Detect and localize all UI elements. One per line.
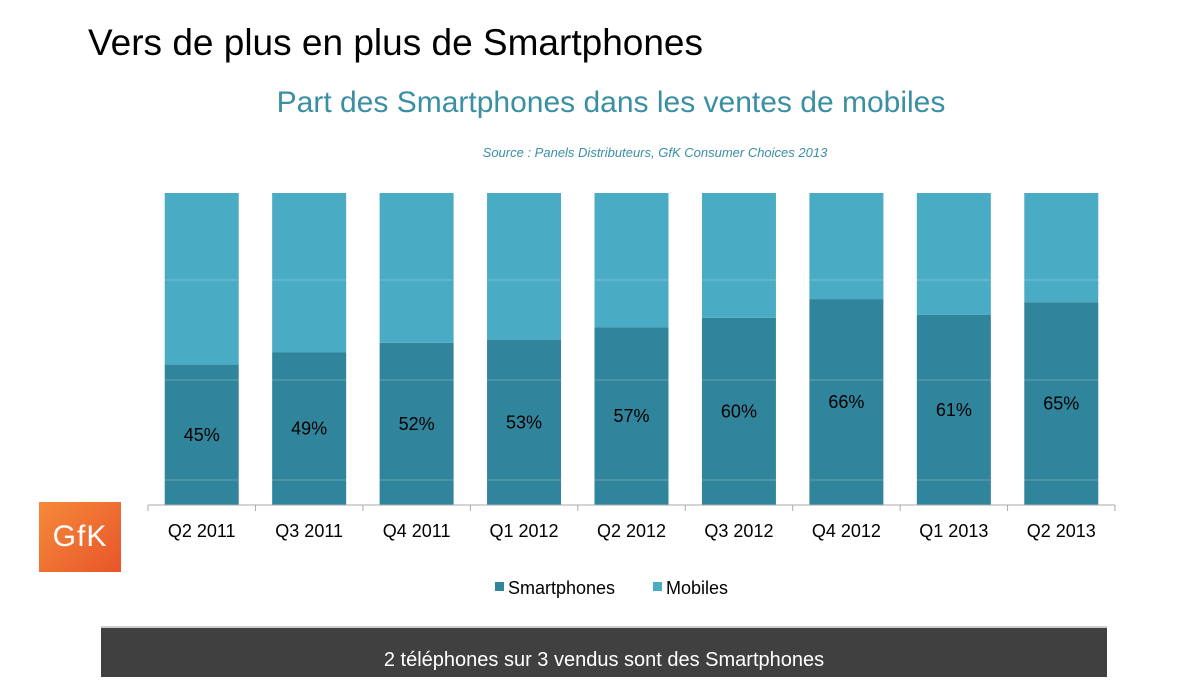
- bar-mobiles-2: [379, 193, 454, 343]
- data-label: 61%: [936, 400, 972, 420]
- x-tick-label: Q2 2011: [168, 521, 236, 541]
- bar-mobiles-4: [594, 193, 669, 328]
- bar-mobiles-7: [916, 193, 991, 315]
- x-tick-label: Q2 2013: [1027, 521, 1096, 541]
- bar-smartphones-0: [164, 364, 239, 505]
- bar-mobiles-5: [701, 193, 776, 318]
- stacked-bar-chart: 45% Q2 2011 49% Q3 2011 52% Q4 2011 53% Q1 2012…: [147, 193, 1116, 598]
- bar-mobiles-0: [164, 193, 239, 365]
- legend-swatch-smartphones: [495, 582, 504, 591]
- chart-source: Source : Panels Distributeurs, GfK Consu…: [482, 145, 828, 160]
- legend-label-smartphones: Smartphones: [508, 578, 615, 598]
- gfk-logo: GfK: [39, 502, 121, 572]
- x-tick-label: Q3 2012: [704, 521, 773, 541]
- x-tick-label: Q4 2011: [383, 521, 451, 541]
- bar-smartphones-8: [1024, 302, 1099, 505]
- legend-label-mobiles: Mobiles: [666, 578, 728, 598]
- conclusion-banner: 2 téléphones sur 3 vendus sont des Smart…: [101, 626, 1107, 677]
- bar-mobiles-8: [1024, 193, 1099, 303]
- bar-smartphones-6: [809, 299, 884, 505]
- bar-smartphones-1: [272, 352, 347, 505]
- bar-smartphones-7: [916, 314, 991, 505]
- x-tick-label: Q3 2011: [275, 521, 343, 541]
- data-label: 53%: [506, 412, 542, 432]
- bar-mobiles-1: [272, 193, 347, 353]
- chart-title: Part des Smartphones dans les ventes de …: [276, 86, 946, 119]
- bar-mobiles-3: [487, 193, 562, 340]
- data-label: 65%: [1043, 394, 1079, 414]
- x-tick-label: Q2 2012: [597, 521, 666, 541]
- x-tick-label: Q4 2012: [812, 521, 881, 541]
- logo-text: GfK: [52, 520, 108, 553]
- bar-smartphones-4: [594, 327, 669, 505]
- slide-title: Vers de plus en plus de Smartphones: [88, 22, 703, 63]
- data-label: 57%: [613, 406, 649, 426]
- bar-smartphones-5: [701, 317, 776, 505]
- data-label: 49%: [291, 419, 327, 439]
- legend-swatch-mobiles: [653, 582, 662, 591]
- data-label: 52%: [399, 414, 435, 434]
- data-label: 60%: [721, 401, 757, 421]
- x-tick-label: Q1 2012: [490, 521, 559, 541]
- x-tick-label: Q1 2013: [919, 521, 988, 541]
- data-label: 45%: [184, 425, 220, 445]
- data-label: 66%: [828, 392, 864, 412]
- bar-mobiles-6: [809, 193, 884, 300]
- bar-smartphones-3: [487, 339, 562, 505]
- bar-smartphones-2: [379, 342, 454, 505]
